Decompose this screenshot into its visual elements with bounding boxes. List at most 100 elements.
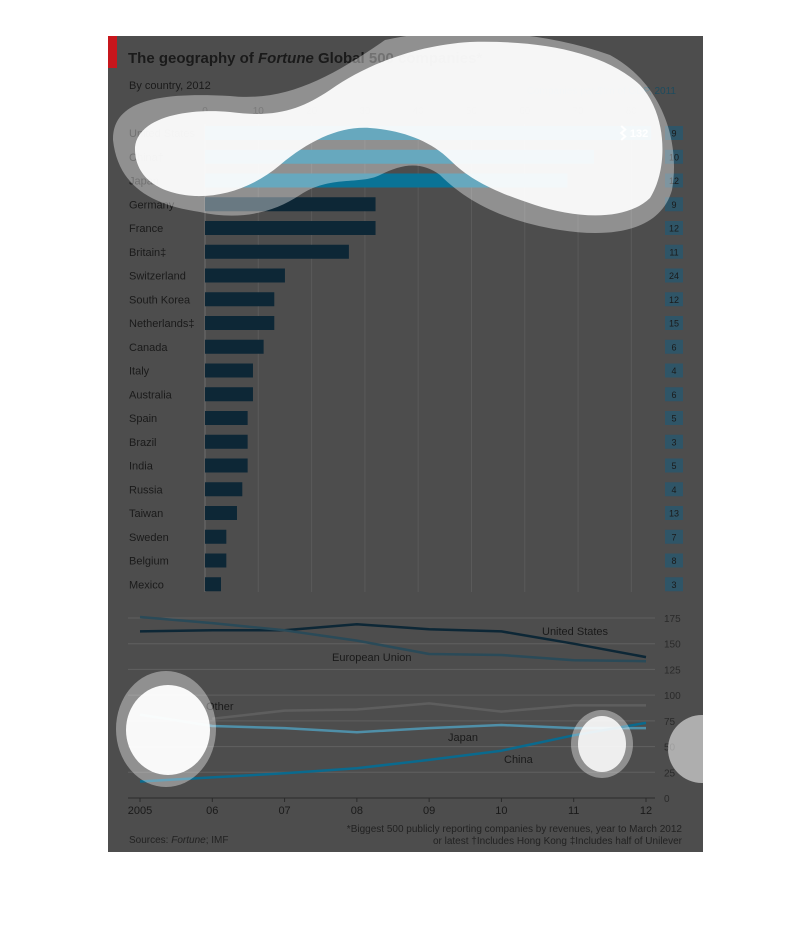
bar-category-label: Canada [129, 342, 168, 354]
side-value: 5 [671, 414, 676, 424]
brand-tag [108, 36, 117, 68]
side-value: 9 [671, 129, 676, 139]
side-value: 15 [669, 319, 679, 329]
side-value-box [665, 268, 683, 283]
side-value: 13 [669, 509, 679, 519]
bar-category-label: Switzerland [129, 271, 186, 283]
bar [205, 316, 275, 330]
line-x-tick-label: 10 [495, 805, 507, 817]
side-value: 11 [669, 247, 678, 257]
side-value-box [665, 411, 683, 425]
line-series-path [139, 721, 647, 783]
bar-x-tick-label: 30 [359, 106, 371, 117]
side-value: 24 [669, 271, 679, 281]
side-value-box [665, 292, 683, 307]
line-series-path [139, 615, 647, 663]
bar [205, 529, 227, 544]
bar-x-tick-label: 20 [306, 106, 318, 117]
side-value: 12 [669, 176, 679, 186]
side-value-box [665, 316, 683, 330]
line-x-tick-label: 11 [568, 805, 579, 817]
bar-category-label: Netherlands‡ [129, 318, 194, 330]
bar-category-label: Belgium [129, 556, 169, 568]
bar-category-label: United States [129, 128, 196, 140]
line-series-label: Other [206, 701, 234, 713]
line-series-path [139, 622, 647, 659]
bar-x-tick-label: 10 [253, 106, 265, 117]
bar [205, 339, 264, 354]
side-value: 8 [671, 556, 676, 566]
line-y-tick-label: 150 [664, 640, 681, 651]
bar-category-label: China† [129, 152, 164, 164]
line-x-tick-label: 07 [278, 805, 290, 817]
side-value-box [665, 506, 683, 520]
line-series-labels: United States European Union Other Japan Chi… [206, 626, 609, 766]
side-value: 12 [669, 295, 679, 305]
bar-category-label: Britain‡ [129, 247, 166, 259]
bar [205, 292, 275, 307]
line-series-path [139, 713, 646, 734]
bar-category-label: India [129, 461, 154, 473]
side-value-box [665, 126, 683, 140]
side-value-box [665, 244, 683, 259]
chart-panel: 0 10 20 30 40 50 60 70 80 United States 132 China†… [108, 36, 703, 852]
side-value-box [665, 173, 683, 188]
bar-section-background [204, 124, 658, 592]
bar [205, 363, 253, 378]
side-value: 4 [671, 366, 676, 376]
line-y-tick-label: 100 [664, 691, 681, 702]
bar-category-label: Italy [129, 366, 150, 378]
bar-category-label: Sweden [129, 532, 169, 544]
side-column: 9 10 12 9 12 11 24 12 15 6 4 6 5 3 5 4 13 7 8 3 [665, 126, 683, 592]
side-value-box [665, 387, 683, 402]
line-y-tick-label: 25 [664, 768, 676, 779]
side-value-box [665, 434, 683, 449]
bar [205, 482, 243, 497]
side-value: 4 [671, 485, 676, 495]
title-suffix: Global 500 companies* [314, 50, 483, 67]
line-x-tick-labels: 2005 06 07 08 09 10 11 12 [128, 798, 652, 817]
footnote-line-1: *Biggest 500 publicly reporting companie… [347, 824, 683, 835]
side-value: 3 [671, 437, 676, 447]
bar [205, 149, 595, 164]
line-x-tick-label: 12 [640, 805, 652, 817]
bar [205, 173, 568, 188]
bar [205, 411, 248, 425]
bar [205, 553, 227, 568]
line-series-label: Japan [448, 732, 478, 744]
line-series-label: European Union [332, 652, 412, 664]
title-prefix: The geography of [128, 50, 258, 67]
bar-category-label: France [129, 223, 163, 235]
side-value: 10 [669, 152, 679, 162]
bar-category-label: Spain [129, 413, 157, 425]
sources-italic: Fortune [171, 835, 206, 846]
sources: Sources: Fortune; IMF [129, 835, 229, 846]
line-series-path [212, 702, 646, 721]
bar [205, 577, 221, 592]
bar-category-label: Mexico [129, 579, 164, 591]
bar [205, 126, 652, 140]
title-italic: Fortune [258, 50, 314, 67]
side-value: 12 [669, 224, 679, 234]
bar-x-tick-label: 80 [626, 106, 638, 117]
bar-category-label: Japan [129, 176, 159, 188]
bar [205, 434, 248, 449]
side-value-box [665, 197, 683, 212]
line-y-tick-label: 50 [664, 743, 676, 754]
side-value-box [665, 529, 683, 544]
line-series-label: China [504, 754, 534, 766]
bar [205, 506, 237, 520]
sources-prefix: Sources: [129, 835, 171, 846]
bar [205, 458, 248, 473]
bar-category-label: South Korea [129, 294, 191, 306]
bar-x-tick-label: 0 [202, 106, 208, 117]
bar-category-label: Australia [129, 389, 173, 401]
bar [205, 197, 376, 212]
bar-x-tick-label: 70 [572, 106, 584, 117]
chart-subtitle: By country, 2012 [129, 80, 211, 92]
side-value: 6 [671, 390, 676, 400]
bar [205, 387, 253, 402]
bar [205, 268, 285, 283]
side-value-box [665, 553, 683, 568]
bar [205, 221, 376, 235]
